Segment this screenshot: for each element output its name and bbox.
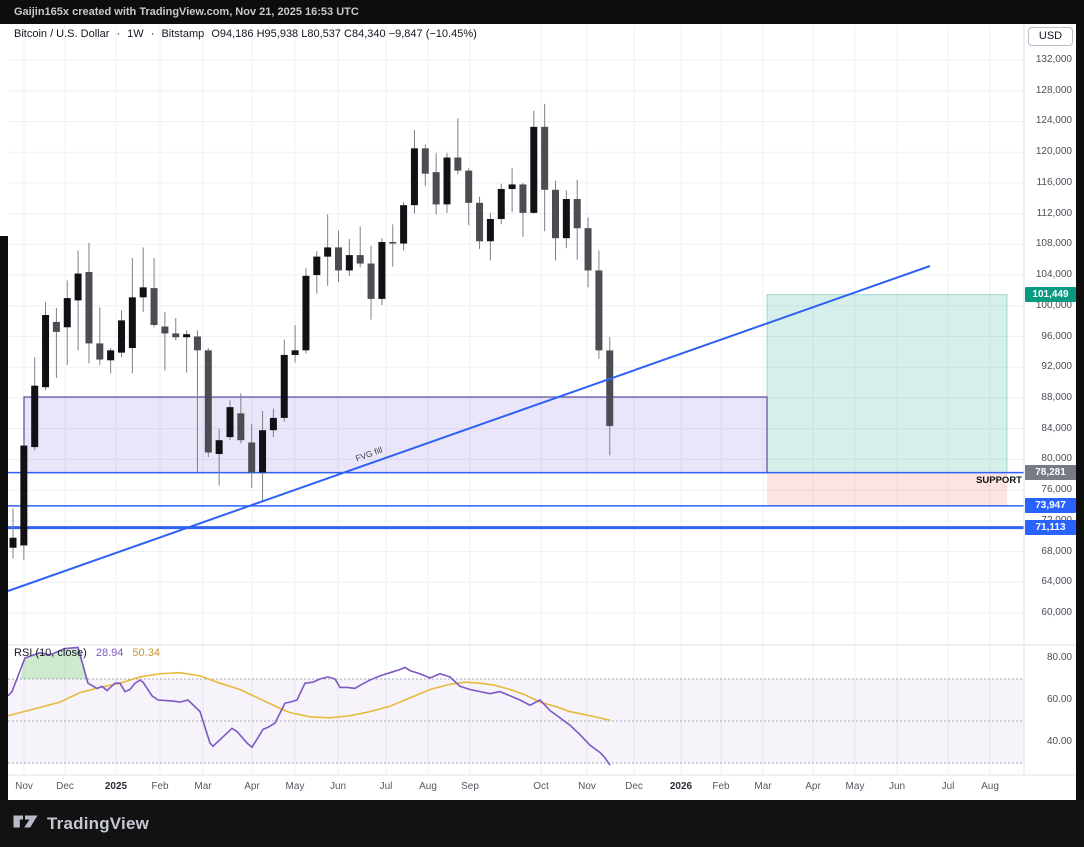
symbol-interval[interactable]: 1W: [127, 28, 144, 40]
candle-body: [356, 255, 364, 264]
candle-body: [291, 350, 299, 355]
candle-body: [259, 430, 267, 473]
candle-body: [63, 298, 71, 328]
candle-body: [410, 148, 418, 206]
long-position-profit-zone[interactable]: [766, 294, 1008, 474]
candle-body: [400, 205, 408, 244]
rsi-ma-value: 50.34: [132, 647, 160, 659]
rsi-params: (10, close): [35, 647, 87, 659]
fvg-rectangle[interactable]: [23, 396, 768, 474]
candle-body: [595, 270, 603, 351]
candle-body: [74, 273, 82, 301]
long-position-loss-zone[interactable]: [767, 472, 1007, 506]
candle-body: [432, 172, 440, 205]
candle-body: [367, 263, 375, 299]
support-text-annotation[interactable]: SUPPORT: [976, 475, 1022, 486]
candle-body: [215, 440, 223, 455]
candle-body: [107, 350, 115, 361]
candle-body: [552, 189, 559, 239]
attribution-bar: Gaijin165x created with TradingView.com,…: [0, 0, 1084, 24]
candle-body: [193, 336, 201, 351]
currency-toggle-button[interactable]: USD: [1028, 27, 1073, 46]
attribution-text: Gaijin165x created with TradingView.com,…: [14, 6, 359, 18]
candle-body: [118, 320, 125, 353]
candle-body: [389, 242, 397, 244]
candle-body: [302, 275, 310, 351]
symbol-legend: Bitcoin / U.S. Dollar · 1W · Bitstamp O9…: [14, 28, 481, 40]
candle-body: [486, 218, 494, 242]
candle-body: [454, 157, 462, 171]
candle-body: [183, 334, 191, 338]
rsi-value: 28.94: [95, 647, 124, 659]
candle-body: [562, 199, 570, 239]
candle-body: [204, 350, 212, 453]
candle-body: [42, 314, 50, 388]
candle-body: [324, 247, 332, 257]
candle-body: [335, 247, 342, 271]
candle-body: [96, 343, 104, 360]
rsi-overbought-fill: [20, 647, 88, 679]
tradingview-brand-text[interactable]: TradingView: [47, 813, 150, 833]
tradingview-logo-icon[interactable]: [12, 811, 39, 837]
candle-body: [573, 199, 581, 229]
candle-body: [20, 445, 28, 546]
candle-body: [465, 170, 473, 203]
rsi-line: [7, 646, 611, 766]
trendline[interactable]: [7, 265, 931, 592]
candle-body: [85, 271, 93, 344]
candle-body: [150, 288, 158, 325]
candle-body: [584, 228, 592, 271]
candle-body: [497, 189, 505, 219]
candle-body: [313, 256, 321, 276]
candle-body: [606, 350, 614, 427]
candle-body: [269, 417, 277, 431]
candle-body: [31, 385, 39, 448]
symbol-title[interactable]: Bitcoin / U.S. Dollar: [14, 28, 110, 40]
candle-body: [421, 148, 429, 174]
candle-body: [378, 242, 386, 299]
candle-body: [237, 413, 245, 441]
candle-body: [345, 255, 353, 271]
candle-body: [161, 326, 169, 334]
candle-body: [476, 202, 484, 242]
pane-left-edge: [0, 236, 8, 800]
ohlc-values: O94,186 H95,938 L80,537 C84,340 −9,847 (…: [211, 28, 477, 40]
symbol-exchange: Bitstamp: [161, 28, 205, 40]
candle-body: [280, 354, 288, 418]
footer-bar: TradingView: [0, 800, 1084, 847]
legend-separator: ·: [116, 28, 121, 40]
candle-body: [172, 333, 180, 338]
rsi-legend: RSI (10, close) 28.94 50.34: [14, 647, 160, 659]
candle-body: [128, 297, 136, 349]
candle-body: [226, 407, 234, 438]
candle-body: [9, 537, 17, 548]
candle-body: [541, 126, 549, 190]
candle-body: [443, 157, 451, 205]
candle-body: [508, 184, 516, 190]
rsi-title[interactable]: RSI: [14, 647, 33, 659]
candle-body: [248, 442, 256, 473]
candle-body: [519, 184, 527, 213]
candle-body: [52, 321, 60, 332]
legend-separator: ·: [150, 28, 155, 40]
candle-body: [139, 287, 147, 298]
candle-body: [530, 126, 538, 213]
